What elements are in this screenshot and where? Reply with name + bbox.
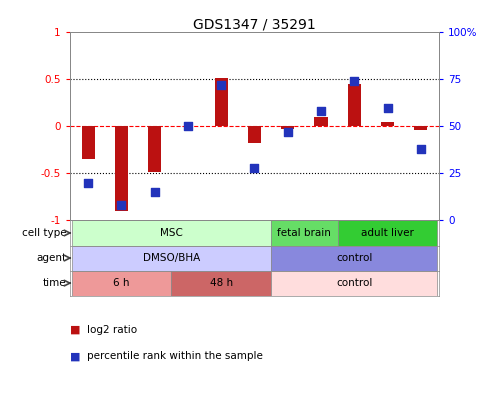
Point bbox=[384, 104, 392, 111]
Point bbox=[84, 179, 92, 186]
Text: DMSO/BHA: DMSO/BHA bbox=[143, 253, 200, 263]
Point bbox=[317, 108, 325, 115]
Point bbox=[184, 123, 192, 130]
Text: 48 h: 48 h bbox=[210, 278, 233, 288]
Bar bbox=[115, 126, 128, 211]
Text: agent: agent bbox=[36, 253, 66, 263]
Bar bbox=[348, 84, 361, 126]
Point bbox=[284, 129, 292, 135]
Text: control: control bbox=[336, 253, 372, 263]
Point bbox=[350, 78, 358, 85]
Bar bbox=[414, 126, 428, 130]
Bar bbox=[71, 220, 271, 245]
Point bbox=[217, 82, 225, 88]
Bar bbox=[148, 126, 161, 172]
Bar bbox=[71, 245, 271, 271]
Text: time: time bbox=[42, 278, 66, 288]
Text: MSC: MSC bbox=[160, 228, 183, 238]
Text: ■: ■ bbox=[70, 325, 80, 335]
Bar bbox=[71, 271, 171, 296]
Title: GDS1347 / 35291: GDS1347 / 35291 bbox=[193, 17, 316, 31]
Bar bbox=[338, 220, 438, 245]
Text: control: control bbox=[336, 278, 372, 288]
Bar bbox=[381, 122, 394, 126]
Text: adult liver: adult liver bbox=[361, 228, 414, 238]
Text: cell type: cell type bbox=[21, 228, 66, 238]
Text: 6 h: 6 h bbox=[113, 278, 130, 288]
Point bbox=[250, 164, 258, 171]
Bar bbox=[281, 126, 294, 129]
Bar bbox=[171, 271, 271, 296]
Point bbox=[117, 202, 125, 209]
Bar bbox=[271, 271, 438, 296]
Text: fetal brain: fetal brain bbox=[277, 228, 331, 238]
Point bbox=[417, 146, 425, 152]
Bar bbox=[271, 245, 438, 271]
Text: log2 ratio: log2 ratio bbox=[87, 325, 137, 335]
Bar bbox=[81, 126, 95, 159]
Bar bbox=[215, 77, 228, 126]
Bar bbox=[248, 126, 261, 143]
Text: ■: ■ bbox=[70, 352, 80, 361]
Point bbox=[151, 189, 159, 196]
Text: percentile rank within the sample: percentile rank within the sample bbox=[87, 352, 263, 361]
Bar bbox=[271, 220, 338, 245]
Bar bbox=[314, 117, 328, 126]
